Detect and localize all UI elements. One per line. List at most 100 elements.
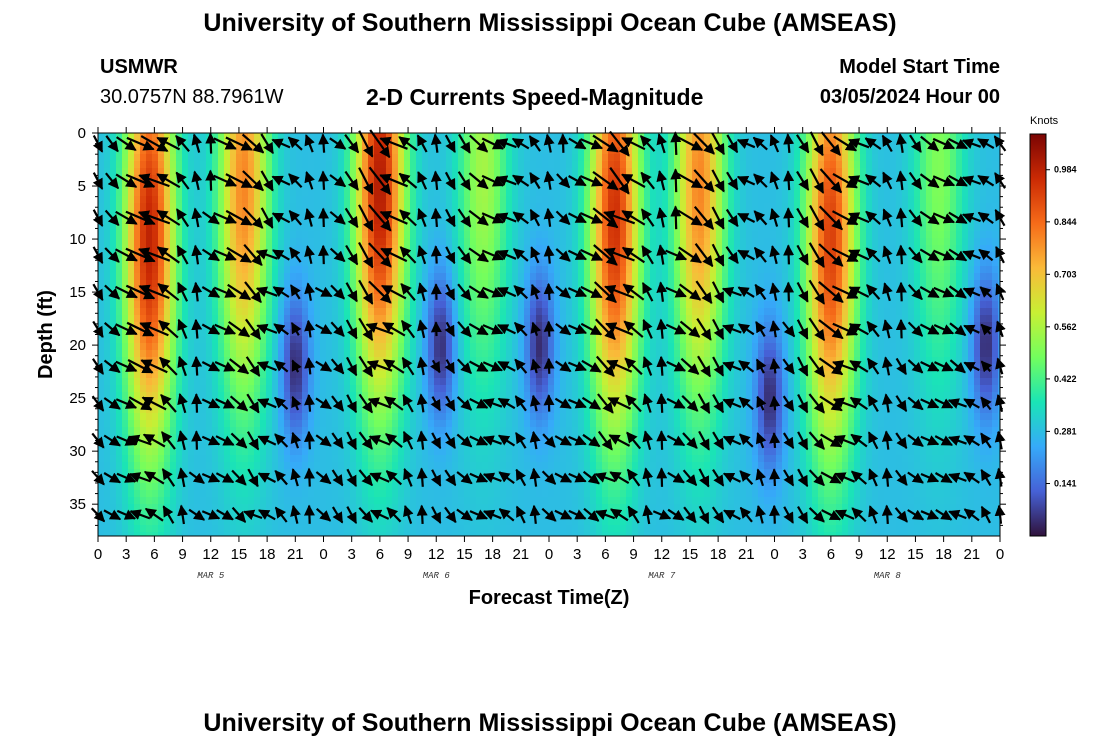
heat-cell [344, 224, 351, 232]
heat-cell [296, 350, 303, 358]
heat-cell [458, 385, 465, 393]
heat-cell [116, 203, 123, 211]
heat-cell [314, 189, 321, 197]
heat-cell [140, 441, 147, 449]
heat-cell [332, 196, 339, 204]
heat-cell [230, 518, 237, 526]
heat-cell [356, 161, 363, 169]
heat-cell [416, 217, 423, 225]
heat-cell [470, 343, 477, 351]
heat-cell [584, 490, 591, 498]
heat-cell [206, 315, 213, 323]
heat-cell [242, 497, 249, 505]
heat-cell [278, 448, 285, 456]
heat-cell [230, 420, 237, 428]
heat-cell [446, 266, 453, 274]
heat-cell [236, 385, 243, 393]
heat-cell [560, 154, 567, 162]
heat-cell [440, 455, 447, 463]
heat-cell [518, 413, 525, 421]
heat-cell [128, 406, 135, 414]
heat-cell [422, 385, 429, 393]
heat-cell [200, 273, 207, 281]
heat-cell [530, 294, 537, 302]
heat-cell [518, 441, 525, 449]
heat-cell [188, 532, 195, 536]
heat-cell [350, 280, 357, 288]
heat-cell [572, 231, 579, 239]
heat-cell [434, 378, 441, 386]
heat-cell [284, 483, 291, 491]
heat-cell [494, 196, 501, 204]
heat-cell [470, 532, 477, 536]
heat-cell [488, 210, 495, 218]
heat-cell [506, 483, 513, 491]
heat-cell [296, 371, 303, 379]
heat-cell [104, 357, 111, 365]
heat-cell [530, 315, 537, 323]
heat-cell [188, 294, 195, 302]
heat-cell [482, 196, 489, 204]
heat-cell [188, 203, 195, 211]
heat-cell [332, 168, 339, 176]
heat-cell [404, 189, 411, 197]
heat-cell [524, 133, 531, 141]
heat-cell [296, 147, 303, 155]
heat-cell [128, 420, 135, 428]
heat-cell [158, 168, 165, 176]
heat-cell [554, 455, 561, 463]
heat-cell [368, 175, 375, 183]
heat-cell [560, 462, 567, 470]
heat-cell [200, 406, 207, 414]
heat-cell [134, 161, 141, 169]
heat-cell [146, 259, 153, 267]
heat-cell [170, 154, 177, 162]
heat-cell [302, 497, 309, 505]
heat-cell [380, 343, 387, 351]
heat-cell [356, 462, 363, 470]
heat-cell [296, 343, 303, 351]
heat-cell [338, 420, 345, 428]
heat-cell [590, 224, 597, 232]
heat-cell [134, 385, 141, 393]
heat-cell [170, 252, 177, 260]
heat-cell [140, 483, 147, 491]
heat-cell [446, 378, 453, 386]
heat-cell [320, 273, 327, 281]
heat-cell [326, 343, 333, 351]
heat-cell [260, 392, 267, 400]
heat-cell [584, 322, 591, 330]
heat-cell [308, 189, 315, 197]
heat-cell [290, 413, 297, 421]
heat-cell [596, 532, 603, 536]
heat-cell [434, 301, 441, 309]
heat-cell [518, 154, 525, 162]
heat-cell [170, 525, 177, 533]
heat-cell [344, 427, 351, 435]
heat-cell [422, 448, 429, 456]
heat-cell [416, 189, 423, 197]
heat-cell [230, 343, 237, 351]
heat-cell [326, 315, 333, 323]
heat-cell [446, 371, 453, 379]
heat-cell [494, 203, 501, 211]
heat-cell [584, 350, 591, 358]
heat-cell [170, 448, 177, 456]
heat-cell [386, 343, 393, 351]
heat-cell [506, 427, 513, 435]
heat-cell [236, 168, 243, 176]
heat-cell [128, 532, 135, 536]
heat-cell [356, 441, 363, 449]
heat-cell [500, 343, 507, 351]
heat-cell [356, 245, 363, 253]
heat-cell [482, 273, 489, 281]
heat-cell [230, 448, 237, 456]
heat-cell [584, 161, 591, 169]
heat-cell [230, 483, 237, 491]
heat-cell [368, 462, 375, 470]
heat-cell [470, 329, 477, 337]
heat-cell [206, 385, 213, 393]
heat-cell [584, 518, 591, 526]
heat-cell [122, 322, 129, 330]
heat-cell [572, 154, 579, 162]
